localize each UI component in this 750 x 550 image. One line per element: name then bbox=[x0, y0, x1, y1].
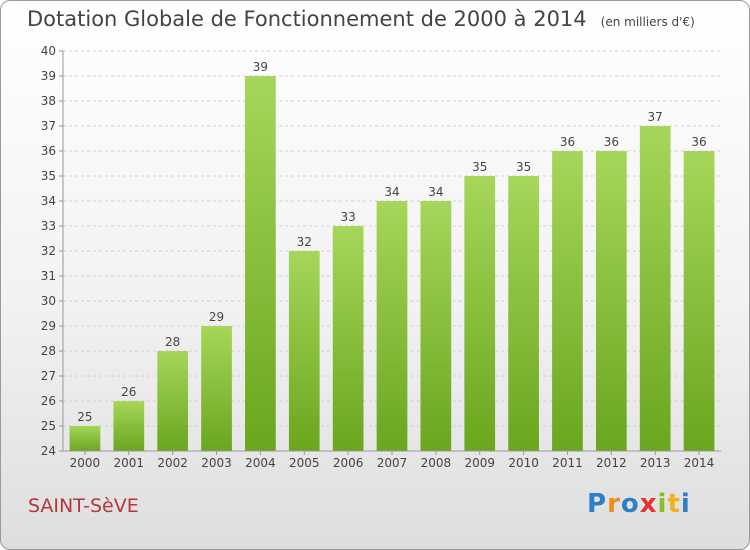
y-tick-label: 40 bbox=[41, 44, 56, 58]
data-label: 28 bbox=[165, 335, 180, 349]
data-label: 34 bbox=[428, 185, 443, 199]
x-tick-label: 2013 bbox=[640, 456, 671, 470]
labels: 24 25 26 27 28 29 30 31 32 33 34 35 36 37 38 39 40 25 2000… bbox=[41, 44, 715, 470]
x-tick-label: 2012 bbox=[596, 456, 627, 470]
data-label: 39 bbox=[253, 60, 268, 74]
bar bbox=[508, 176, 539, 451]
y-tick-label: 39 bbox=[41, 69, 56, 83]
data-label: 36 bbox=[691, 135, 706, 149]
bar bbox=[69, 426, 101, 451]
data-label: 34 bbox=[384, 185, 399, 199]
bar bbox=[113, 401, 145, 451]
axes bbox=[59, 50, 721, 455]
proxiti-logo: Proxiti bbox=[587, 489, 691, 519]
x-tick-label: 2009 bbox=[464, 456, 495, 470]
y-tick-label: 36 bbox=[41, 144, 56, 158]
bars bbox=[69, 76, 715, 451]
unit-label: (en milliers d'€) bbox=[600, 15, 695, 29]
bar bbox=[552, 151, 583, 451]
bar bbox=[464, 176, 496, 451]
x-tick-label: 2007 bbox=[377, 456, 408, 470]
data-label: 36 bbox=[560, 135, 575, 149]
logo-letter: i bbox=[657, 489, 668, 519]
x-tick-label: 2014 bbox=[684, 456, 715, 470]
y-tick-label: 30 bbox=[41, 294, 56, 308]
y-tick-label: 27 bbox=[41, 369, 56, 383]
x-tick-label: 2004 bbox=[245, 456, 276, 470]
bar bbox=[288, 251, 320, 451]
chart-title: Dotation Globale de Fonctionnement de 20… bbox=[27, 7, 695, 31]
logo-letter: t bbox=[667, 489, 681, 519]
y-tick-label: 33 bbox=[41, 219, 56, 233]
x-tick-label: 2002 bbox=[157, 456, 188, 470]
bar bbox=[201, 326, 232, 451]
y-tick-label: 28 bbox=[41, 344, 56, 358]
bar bbox=[332, 226, 364, 451]
x-tick-label: 2001 bbox=[114, 456, 145, 470]
x-tick-label: 2006 bbox=[333, 456, 364, 470]
x-tick-label: 2010 bbox=[508, 456, 539, 470]
y-tick-label: 34 bbox=[41, 194, 56, 208]
commune-name: SAINT-SèVE bbox=[28, 495, 139, 517]
bar bbox=[683, 151, 715, 451]
data-label: 36 bbox=[604, 135, 619, 149]
x-tick-label: 2008 bbox=[421, 456, 452, 470]
data-label: 33 bbox=[340, 210, 355, 224]
data-label: 32 bbox=[297, 235, 312, 249]
x-tick-label: 2003 bbox=[201, 456, 232, 470]
bar bbox=[376, 201, 408, 451]
logo-letter: P bbox=[587, 489, 608, 519]
y-tick-label: 32 bbox=[41, 244, 56, 258]
data-label: 35 bbox=[472, 160, 487, 174]
y-tick-label: 37 bbox=[41, 119, 56, 133]
y-tick-label: 24 bbox=[41, 444, 56, 458]
logo-letter: x bbox=[639, 489, 658, 519]
bar bbox=[639, 126, 671, 451]
bar bbox=[157, 351, 189, 451]
logo-letter: r bbox=[607, 489, 621, 519]
y-tick-label: 25 bbox=[41, 419, 56, 433]
x-tick-label: 2005 bbox=[289, 456, 320, 470]
y-tick-label: 29 bbox=[41, 319, 56, 333]
bar bbox=[245, 76, 276, 451]
y-tick-label: 38 bbox=[41, 94, 56, 108]
logo-letter: i bbox=[680, 489, 691, 519]
data-label: 37 bbox=[648, 110, 663, 124]
title-text: Dotation Globale de Fonctionnement de 20… bbox=[27, 7, 587, 31]
data-label: 35 bbox=[516, 160, 531, 174]
bar bbox=[595, 151, 627, 451]
y-tick-label: 31 bbox=[41, 269, 56, 283]
x-tick-label: 2011 bbox=[552, 456, 583, 470]
bar bbox=[420, 201, 452, 451]
y-tick-label: 35 bbox=[41, 169, 56, 183]
logo-letter: o bbox=[620, 489, 640, 519]
data-label: 26 bbox=[121, 385, 136, 399]
y-tick-label: 26 bbox=[41, 394, 56, 408]
data-label: 25 bbox=[77, 410, 92, 424]
data-label: 29 bbox=[209, 310, 224, 324]
x-tick-label: 2000 bbox=[70, 456, 101, 470]
